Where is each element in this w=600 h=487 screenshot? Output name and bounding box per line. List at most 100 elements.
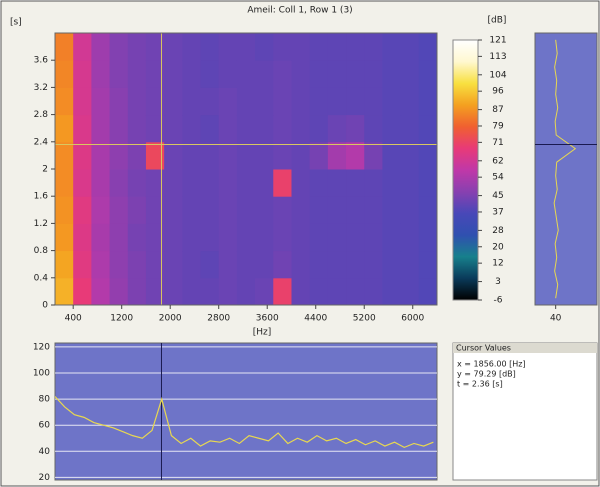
heatmap-cell	[145, 141, 165, 170]
heatmap-cell	[400, 250, 420, 279]
colorbar-tick-label: 121	[489, 36, 506, 46]
heatmap-cell	[145, 223, 165, 252]
heatmap-cell	[273, 277, 292, 305]
heatmap-cell	[309, 277, 329, 305]
heatmap-cell	[364, 169, 383, 197]
heatmap-cell	[309, 33, 329, 61]
y-tick-label: 2.8	[34, 110, 49, 120]
heatmap-cell	[109, 33, 129, 61]
heatmap-cell	[109, 169, 129, 197]
heatmap-cell	[309, 196, 329, 224]
heatmap-cell	[364, 114, 383, 143]
heatmap-cell	[273, 169, 292, 197]
x-tick-label: 2000	[159, 314, 182, 324]
heatmap-cell	[382, 196, 402, 224]
heatmap-cell	[400, 33, 420, 61]
heatmap-cell	[255, 141, 274, 170]
heatmap-cell	[382, 169, 402, 197]
heatmap-cell	[236, 87, 256, 116]
profile-panel	[534, 32, 598, 306]
heatmap-cell	[255, 250, 274, 279]
colorbar-tick-label: 96	[492, 87, 504, 97]
heatmap-cell	[218, 169, 238, 197]
heatmap-cell	[346, 277, 365, 305]
heatmap-cell	[291, 223, 311, 252]
heatmap-cell	[418, 250, 437, 279]
heatmap-cell	[236, 114, 256, 143]
heatmap-cell	[145, 33, 165, 61]
y-tick-label: 0.8	[34, 246, 49, 256]
heatmap-cell	[309, 223, 329, 252]
heatmap-cell	[291, 169, 311, 197]
y-tick-label: 1.6	[34, 192, 49, 202]
heatmap-cell	[218, 114, 238, 143]
heatmap-cell	[364, 141, 383, 170]
heatmap-cell	[127, 87, 147, 116]
heatmap-cell	[291, 33, 311, 61]
heatmap-cell	[273, 141, 292, 170]
x-tick-label: 4400	[304, 314, 327, 324]
heatmap-cell	[364, 33, 383, 61]
heatmap-cell	[327, 250, 347, 279]
heatmap-cell	[164, 87, 183, 116]
cursor-box	[452, 342, 598, 481]
heatmap-cell	[382, 60, 402, 88]
heatmap-cell	[382, 33, 402, 61]
y-tick-label: 40	[39, 447, 51, 457]
heatmap-cell	[127, 60, 147, 88]
heatmap-cell	[346, 114, 365, 143]
heatmap-cell	[200, 277, 220, 305]
heatmap-cell	[382, 87, 402, 116]
heatmap-cell	[236, 250, 256, 279]
heatmap-cell	[55, 33, 74, 61]
heatmap-cell	[200, 223, 220, 252]
heatmap-cell	[164, 141, 183, 170]
heatmap-cell	[182, 277, 202, 305]
colorbar-tick-label: 104	[489, 70, 506, 80]
heatmap-cell	[236, 196, 256, 224]
heatmap-cell	[73, 277, 92, 305]
heatmap-cell	[309, 114, 329, 143]
heatmap-cell	[55, 196, 74, 224]
heatmap-cell	[364, 277, 383, 305]
x-tick-label: 40	[550, 314, 562, 324]
spectrum-line	[55, 396, 434, 449]
colorbar-tick-label: 3	[495, 277, 501, 287]
heatmap-cell	[109, 60, 129, 88]
heatmap-cell	[255, 114, 274, 143]
heatmap-cell	[382, 114, 402, 143]
heatmap-cell	[255, 33, 274, 61]
heatmap-cell	[291, 196, 311, 224]
heatmap-cell	[218, 196, 238, 224]
heatmap-cell	[91, 277, 111, 305]
heatmap-cell	[164, 114, 183, 143]
colorbar-label: [dB]	[488, 16, 507, 26]
y-tick-label: 0.4	[34, 273, 49, 283]
heatmap-cell	[164, 250, 183, 279]
x-tick-label: 3600	[256, 314, 279, 324]
heatmap-cell	[182, 33, 202, 61]
heatmap-cell	[364, 223, 383, 252]
heatmap-cell	[182, 114, 202, 143]
heatmap-cell	[400, 141, 420, 170]
heatmap-cell	[327, 169, 347, 197]
heatmap-cell	[145, 60, 165, 88]
heatmap-cell	[127, 223, 147, 252]
heatmap-cell	[127, 114, 147, 143]
heatmap-cell	[109, 223, 129, 252]
heatmap-cell	[91, 87, 111, 116]
heatmap-cell	[236, 141, 256, 170]
heatmap-cell	[218, 141, 238, 170]
colorbar-tick-label: 71	[492, 138, 503, 148]
cursor-header: Cursor Values	[456, 344, 511, 353]
plot-area	[535, 39, 597, 299]
heatmap-cell	[291, 277, 311, 305]
heatmap-cell	[182, 141, 202, 170]
heatmap-cell	[91, 33, 111, 61]
colorbar-tick-label: 62	[492, 156, 503, 166]
heatmap-cell	[382, 277, 402, 305]
y-tick-label: 1.2	[34, 219, 48, 229]
colorbar-tick-label: 79	[492, 121, 504, 131]
heatmap-cell	[273, 223, 292, 252]
heatmap-cell	[273, 114, 292, 143]
